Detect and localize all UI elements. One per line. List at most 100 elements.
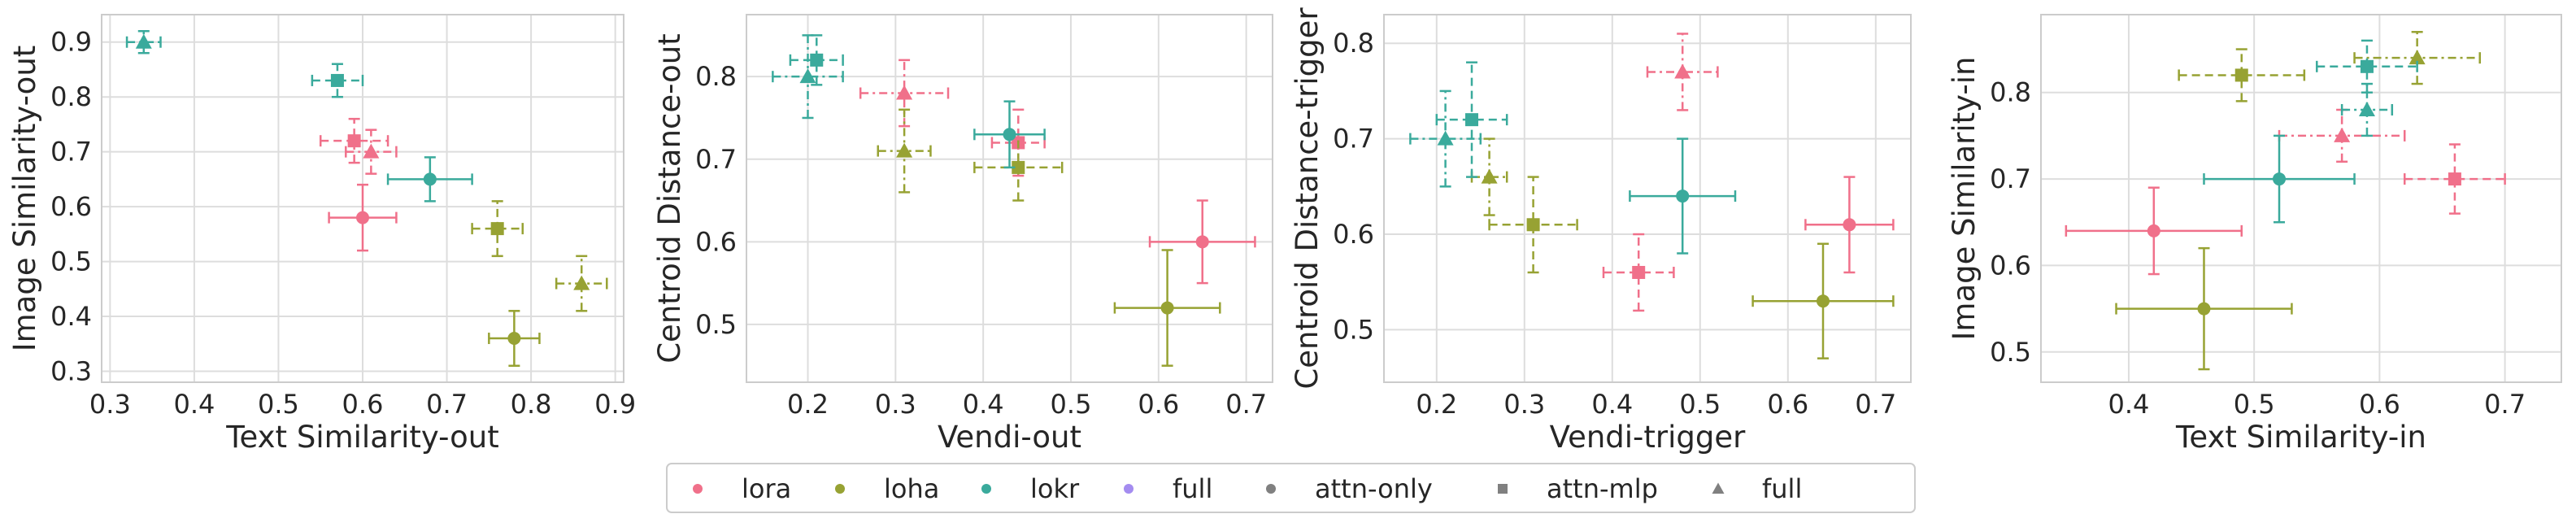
point-marker bbox=[1481, 168, 1498, 184]
y-axis-label: Centroid Distance-out bbox=[652, 33, 687, 364]
point-marker bbox=[2358, 101, 2375, 116]
point-marker bbox=[507, 332, 521, 346]
point-marker bbox=[573, 275, 590, 290]
x-tick-label: 0.5 bbox=[1679, 389, 1721, 420]
legend-item-loha: loha bbox=[835, 473, 939, 504]
legend-box bbox=[666, 463, 1916, 513]
x-tick-label: 0.8 bbox=[511, 389, 552, 420]
data-point-loha-full bbox=[877, 108, 932, 194]
point-marker bbox=[1817, 294, 1830, 308]
legend-marker bbox=[1498, 484, 1508, 494]
legend-item-full: full bbox=[1124, 473, 1212, 504]
y-tick-label: 0.8 bbox=[1333, 28, 1374, 59]
legend-marker bbox=[1124, 484, 1134, 494]
legend-marker bbox=[981, 484, 991, 494]
data-point-loha-full bbox=[2353, 31, 2482, 85]
data-point-lokr-full bbox=[2340, 82, 2394, 137]
data-point-lora-full bbox=[1646, 33, 1719, 111]
x-tick-label: 0.4 bbox=[963, 389, 1004, 420]
point-marker bbox=[330, 73, 344, 87]
data-point-loha-attn-only bbox=[1751, 242, 1895, 359]
data-point-lora-attn-mlp bbox=[1602, 233, 1675, 312]
x-tick-label: 0.7 bbox=[1225, 389, 1267, 420]
x-axis-label: Vendi-trigger bbox=[1550, 420, 1747, 455]
legend-marker bbox=[693, 484, 703, 494]
data-point-lokr-full bbox=[125, 29, 162, 54]
plot-frame bbox=[101, 14, 624, 383]
x-tick-label: 0.7 bbox=[1855, 389, 1896, 420]
y-tick-label: 0.8 bbox=[695, 61, 737, 92]
data-point-lokr-attn-mlp bbox=[1435, 61, 1508, 178]
x-tick-label: 0.5 bbox=[258, 389, 299, 420]
x-tick-label: 0.2 bbox=[1416, 389, 1457, 420]
chart-panel-2: 0.2 0.3 0.4 0.5 0.6 0.7 0.5 0.6 0.7 0.8 Vendi-out C… bbox=[652, 14, 1273, 455]
point-marker bbox=[1012, 160, 1025, 174]
legend-item-lokr: lokr bbox=[981, 473, 1080, 504]
chart-panel-3: 0.2 0.3 0.4 0.5 0.6 0.7 0.5 0.6 0.7 0.8 Vendi-trig… bbox=[1290, 7, 1912, 455]
data-point-lora-attn-mlp bbox=[2403, 143, 2506, 215]
data-point-lora-attn-only bbox=[328, 183, 398, 252]
data-point-lokr-attn-mlp bbox=[2316, 39, 2418, 94]
y-tick-label: 0.8 bbox=[1990, 77, 2031, 108]
point-marker bbox=[1195, 235, 1209, 249]
point-marker bbox=[2147, 224, 2160, 237]
point-marker bbox=[423, 172, 437, 186]
data-point-lora-attn-only bbox=[2065, 186, 2243, 276]
data-point-lora-full bbox=[859, 59, 950, 128]
y-tick-label: 0.6 bbox=[695, 226, 737, 257]
plot-area bbox=[746, 15, 1273, 382]
x-tick-label: 0.7 bbox=[426, 389, 468, 420]
data-point-lokr-attn-mlp bbox=[311, 63, 364, 98]
data-point-lokr-attn-only bbox=[386, 156, 473, 203]
point-marker bbox=[135, 33, 152, 49]
point-marker bbox=[1437, 130, 1454, 146]
data-point-lora-attn-only bbox=[1804, 176, 1895, 274]
x-axis-label: Vendi-out bbox=[938, 420, 1081, 455]
y-tick-label: 0.6 bbox=[1333, 219, 1374, 250]
x-tick-label: 0.3 bbox=[875, 389, 916, 420]
x-tick-label: 0.5 bbox=[1051, 389, 1092, 420]
legend-label: attn-mlp bbox=[1547, 473, 1658, 504]
x-tick-label: 0.7 bbox=[2484, 389, 2526, 420]
y-tick-label: 0.5 bbox=[50, 246, 92, 277]
legend-label: loha bbox=[884, 473, 939, 504]
x-axis-label: Text Similarity-out bbox=[225, 420, 499, 455]
point-marker bbox=[2334, 127, 2351, 142]
point-marker bbox=[810, 53, 824, 67]
legend-marker bbox=[1712, 482, 1725, 494]
y-tick-label: 0.6 bbox=[50, 191, 92, 222]
point-marker bbox=[1674, 63, 1691, 79]
point-marker bbox=[1465, 113, 1478, 127]
point-marker bbox=[799, 68, 816, 84]
x-tick-label: 0.9 bbox=[594, 389, 636, 420]
data-point-loha-attn-only bbox=[1113, 249, 1221, 367]
point-marker bbox=[896, 142, 913, 158]
y-tick-label: 0.5 bbox=[1990, 337, 2031, 368]
point-marker bbox=[2448, 172, 2461, 186]
point-marker bbox=[356, 211, 369, 224]
y-tick-label: 0.8 bbox=[50, 81, 92, 112]
point-marker bbox=[1160, 301, 1174, 315]
legend-item-full: full bbox=[1712, 473, 1802, 504]
y-tick-label: 0.5 bbox=[695, 309, 737, 340]
chart-panel-1: 0.3 0.4 0.5 0.6 0.7 0.8 0.9 0.3 0.4 0.5 0.6 0.7 0.8 0… bbox=[7, 14, 636, 455]
legend-label: full bbox=[1173, 473, 1212, 504]
point-marker bbox=[896, 85, 913, 100]
x-tick-label: 0.2 bbox=[787, 389, 829, 420]
x-tick-label: 0.3 bbox=[89, 389, 131, 420]
data-point-loha-attn-only bbox=[488, 310, 541, 368]
plot-area bbox=[2041, 15, 2561, 382]
point-marker bbox=[490, 222, 504, 236]
y-axis-label: Image Similarity-out bbox=[7, 46, 42, 352]
x-tick-label: 0.4 bbox=[1591, 389, 1633, 420]
data-point-loha-attn-mlp bbox=[973, 133, 1064, 202]
data-point-lokr-full bbox=[1409, 89, 1482, 188]
x-tick-label: 0.6 bbox=[1767, 389, 1808, 420]
data-point-lokr-full bbox=[772, 34, 844, 120]
legend-label: full bbox=[1762, 473, 1802, 504]
x-tick-label: 0.6 bbox=[2359, 389, 2400, 420]
point-marker bbox=[1632, 265, 1646, 279]
legend-label: lora bbox=[742, 473, 791, 504]
x-axis-label: Text Similarity-in bbox=[2175, 420, 2426, 455]
